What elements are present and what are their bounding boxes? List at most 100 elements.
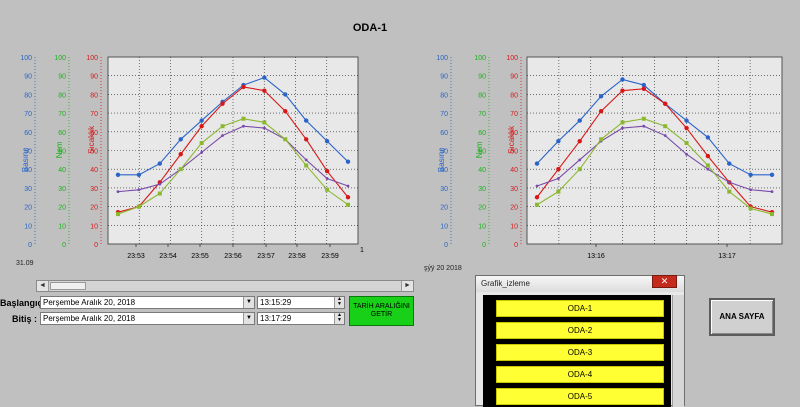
series-point-2 [200,150,204,154]
x-tick-label: 23:56 [224,253,242,260]
start-date-picker[interactable]: Perşembe Aralık 20, 2018 ▼ [40,296,255,309]
series-point-3 [346,202,350,207]
series-point-2 [158,182,162,186]
start-date-value: Perşembe Aralık 20, 2018 [43,298,136,307]
temperature-tick-label: 80 [510,92,518,99]
pressure-tick-label: 80 [24,92,32,99]
pressure-tick-label: 60 [24,130,32,137]
series-point-2 [706,167,710,171]
x-tick-label: 13:17 [718,253,736,260]
series-point-1 [641,86,647,91]
home-button[interactable]: ANA SAYFA [709,298,775,336]
x-tick-label: 23:54 [159,253,177,260]
humidity-tick-label: 40 [58,167,66,174]
vertical-scrollbar[interactable] [672,295,684,407]
spinner-icon[interactable]: ▲ ▼ [334,313,344,324]
end-time-field[interactable]: 13:17:29 ▲ ▼ [257,312,345,325]
temperature-tick-label: 90 [510,74,518,81]
series-point-3 [535,202,539,207]
series-point-2 [621,126,624,130]
humidity-tick-label: 20 [58,205,66,212]
series-point-2 [727,180,731,184]
window-titlebar[interactable]: Grafik_izleme ✕ [476,275,684,292]
temperature-tick-label: 50 [90,149,98,156]
humidity-axis-title: Nem [475,141,484,158]
end-label: Bitiş : [12,314,38,324]
pressure-tick-label: 10 [24,223,32,230]
series-point-2 [116,190,120,194]
temperature-tick-label: 70 [510,111,518,118]
series-point-2 [346,184,350,188]
series-point-1 [577,138,582,144]
series-point-1 [620,88,625,93]
series-point-0 [534,161,540,166]
pressure-tick-label: 100 [436,55,448,62]
spinner-icon[interactable]: ▲ ▼ [334,297,344,308]
pressure-axis-title: Basınç [21,148,30,172]
series-point-3 [684,141,689,146]
series-point-1 [534,195,540,200]
right-chart: 1009080706050403020100100908070605040302… [436,55,783,260]
room-button-3[interactable]: ODA-3 [496,344,664,361]
series-point-2 [578,158,582,162]
humidity-axis-title: Nem [55,141,64,158]
series-line-2 [117,125,349,193]
room-button-2[interactable]: ODA-2 [496,322,664,339]
pressure-tick-label: 30 [440,186,448,193]
series-point-3 [727,189,732,194]
series-point-3 [770,212,774,217]
chevron-down-icon[interactable]: ▼ [243,297,254,308]
scroll-right-button[interactable]: ► [401,281,413,291]
series-line-3 [536,118,773,215]
pressure-tick-label: 90 [24,74,32,81]
temperature-tick-label: 90 [90,74,98,81]
room-button-4[interactable]: ODA-4 [496,366,664,383]
series-point-3 [599,137,604,142]
page-title: ODA-1 [352,22,388,34]
pressure-tick-label: 100 [20,55,32,62]
graph-monitor-window: Grafik_izleme ✕ ODA-1 ODA-2 ODA-3 ODA-4 … [475,275,685,407]
temperature-tick-label: 40 [510,167,518,174]
series-point-1 [684,125,689,131]
humidity-tick-label: 30 [58,186,66,193]
start-time-field[interactable]: 13:15:29 ▲ ▼ [257,296,345,309]
chevron-down-icon[interactable]: ▼ [243,313,254,324]
series-point-3 [157,191,162,196]
close-icon[interactable]: ✕ [652,275,677,288]
series-point-1 [178,152,183,157]
room-button-1[interactable]: ODA-1 [496,300,664,317]
temperature-tick-label: 80 [90,92,98,99]
series-point-2 [137,188,141,192]
room-button-5[interactable]: ODA-5 [496,388,664,405]
series-point-2 [685,152,688,156]
series-point-0 [769,172,775,178]
horizontal-scrollbar[interactable]: ◄ ► [36,280,414,292]
series-point-0 [620,77,625,82]
temperature-tick-label: 20 [510,205,518,212]
series-point-3 [620,120,625,125]
series-point-1 [241,84,246,90]
series-line-3 [117,118,349,215]
series-point-1 [262,88,267,93]
series-point-0 [345,159,351,164]
humidity-tick-label: 10 [478,223,486,230]
end-date-picker[interactable]: Perşembe Aralık 20, 2018 ▼ [40,312,255,325]
temperature-tick-label: 10 [90,223,98,230]
series-point-3 [220,124,225,129]
series-point-0 [641,82,647,88]
series-point-3 [748,206,753,211]
humidity-tick-label: 50 [58,149,66,156]
pressure-tick-label: 90 [440,74,448,81]
series-point-0 [684,118,689,123]
temperature-tick-label: 60 [90,130,98,137]
scroll-left-button[interactable]: ◄ [37,281,49,291]
room-list: ODA-1 ODA-2 ODA-3 ODA-4 ODA-5 [483,295,671,407]
scroll-thumb[interactable] [50,282,86,290]
x-tick-label: 13:16 [587,253,605,260]
x-tick-label: 23:57 [257,253,275,260]
series-point-2 [663,134,667,137]
fetch-date-range-button[interactable]: TARİH ARALIĞINI GETİR [349,296,414,326]
humidity-tick-label: 60 [58,130,66,137]
humidity-tick-label: 40 [478,167,486,174]
x-tick-label: 23:59 [321,253,339,260]
